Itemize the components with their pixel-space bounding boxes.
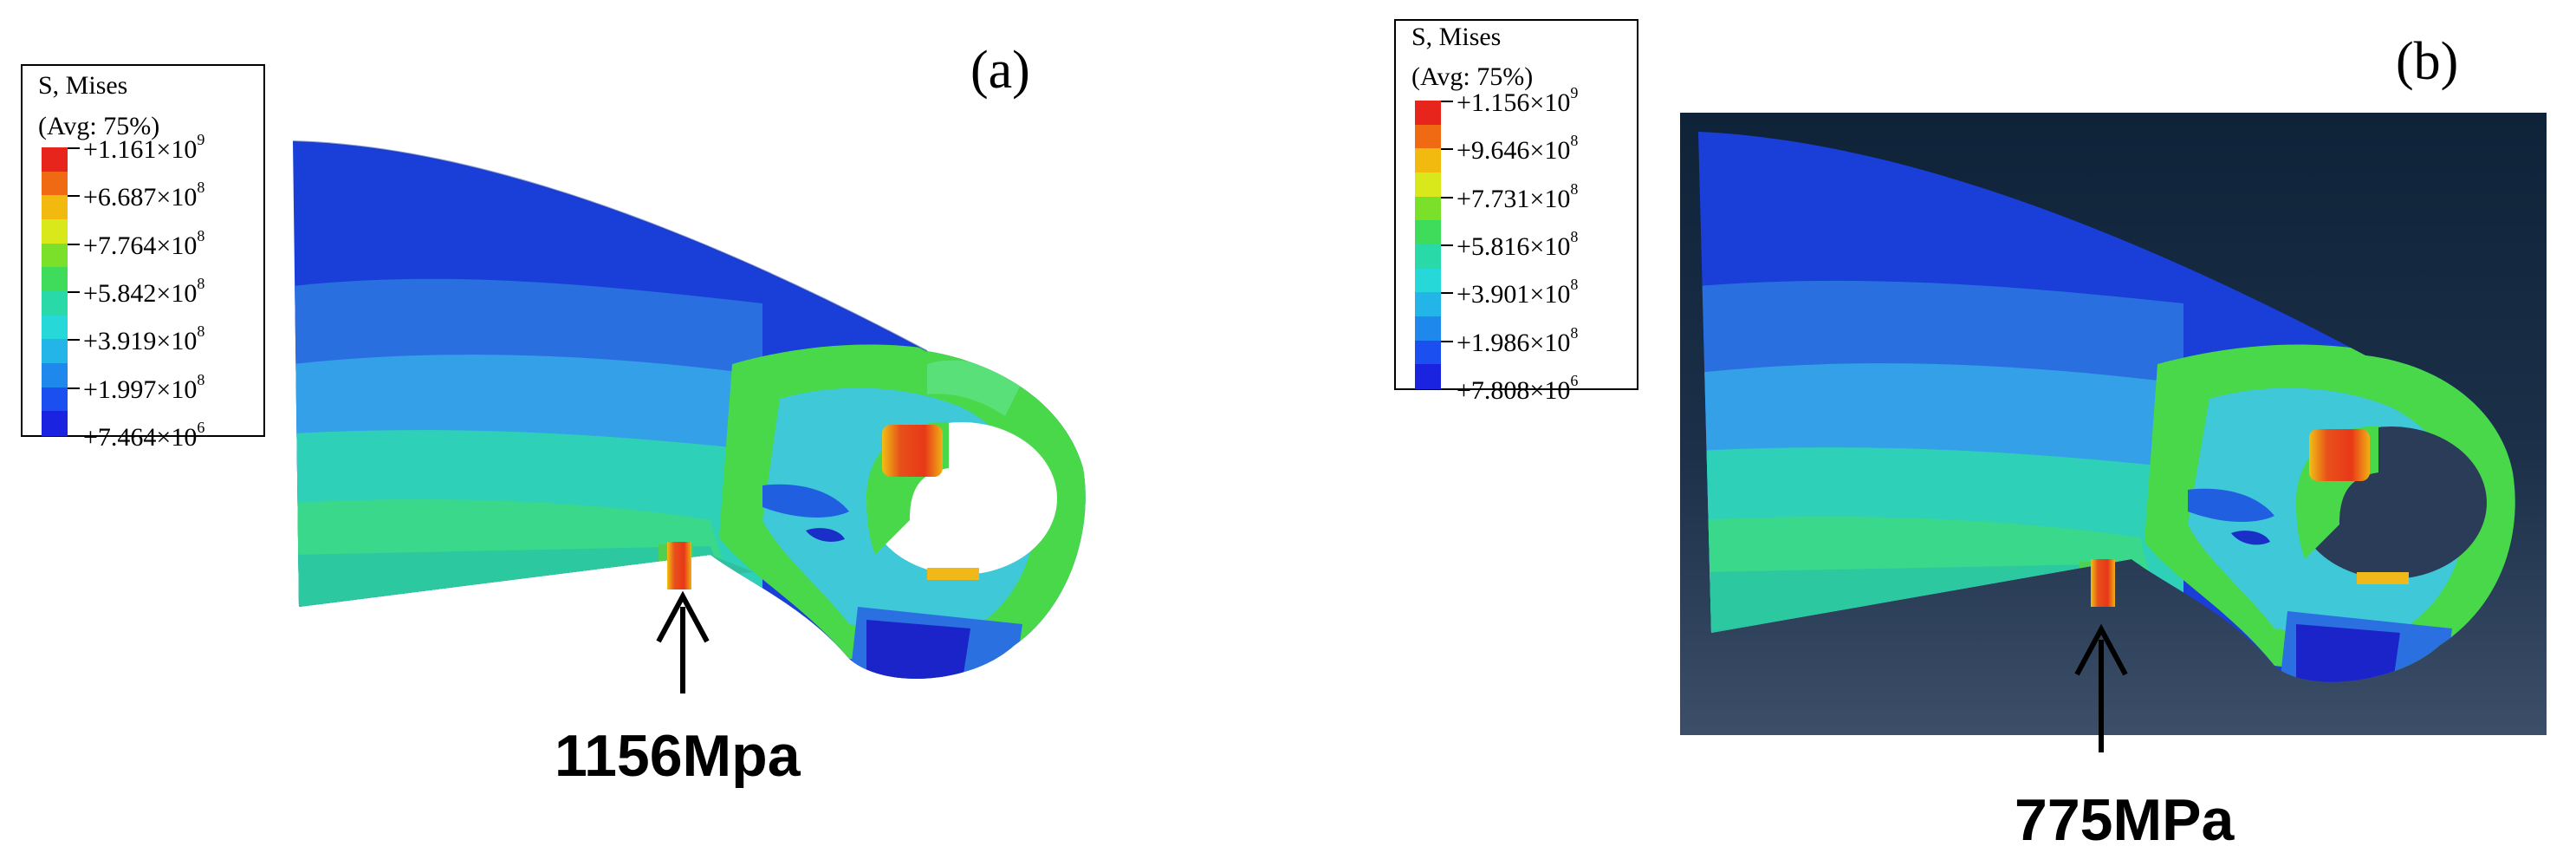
legend-value-mantissa: +5.842×10 (83, 279, 198, 309)
legend-value-mantissa: +3.901×10 (1457, 280, 1571, 309)
legend-value-mantissa: +6.687×10 (83, 183, 198, 212)
panel-label-b: (b) (2396, 32, 2459, 91)
legend-tick (1441, 340, 1453, 342)
legend-value-mantissa: +7.731×10 (1457, 184, 1571, 213)
legend-value-exponent: 8 (1570, 228, 1579, 246)
legend-swatch (1415, 364, 1441, 389)
legend-swatch (42, 267, 68, 292)
legend-swatch (1415, 101, 1441, 126)
legend-tick (68, 339, 80, 342)
legend-value: +7.764×108 (83, 228, 204, 260)
stress-annotation-a: 1156Mpa (555, 723, 801, 789)
legend-swatch (42, 315, 68, 340)
stress-annotation-b: 775MPa (2015, 787, 2235, 853)
legend-swatch (1415, 148, 1441, 173)
legend-swatch (42, 291, 68, 316)
legend-swatch (42, 147, 68, 173)
legend-value-mantissa: +5.816×10 (1457, 232, 1571, 262)
legend-value: +7.808×106 (1457, 373, 1578, 406)
legend-swatch (1415, 124, 1441, 149)
legend-value-exponent: 8 (197, 179, 205, 197)
panel-a: S, Mises (Avg: 75%) +1.161×109 +6.687×108… (0, 0, 1282, 866)
legend-value-exponent: 9 (197, 131, 205, 148)
legend-value-exponent: 8 (197, 275, 205, 293)
legend-value: +1.986×108 (1457, 325, 1578, 357)
legend-value: +3.901×108 (1457, 277, 1578, 309)
legend-value: +3.919×108 (83, 323, 204, 356)
legend-value: +5.842×108 (83, 276, 204, 309)
legend-swatch (1415, 292, 1441, 317)
part-render-b (1698, 132, 2515, 752)
legend-title: S, Mises (38, 71, 128, 100)
legend-value-mantissa: +7.808×10 (1457, 376, 1571, 406)
legend-value: +1.156×109 (1457, 85, 1578, 117)
legend-value-exponent: 8 (1570, 323, 1579, 342)
legend-value: +7.731×108 (1457, 181, 1578, 213)
legend-swatch (1415, 268, 1441, 293)
legend-value-mantissa: +7.764×10 (83, 231, 198, 260)
legend-title: S, Mises (1411, 23, 1502, 51)
legend-value: +1.161×109 (83, 132, 204, 164)
legend-tick (1441, 196, 1453, 199)
legend-value-exponent: 8 (197, 322, 205, 341)
legend-value-exponent: 8 (197, 226, 205, 244)
legend-swatch (42, 219, 68, 244)
legend-value-exponent: 8 (197, 370, 205, 388)
legend-swatch (1415, 340, 1441, 365)
legend-subtitle: (Avg: 75%) (1411, 62, 1534, 91)
legend-value-exponent: 8 (1570, 132, 1579, 150)
legend-swatch (42, 387, 68, 412)
legend-value-exponent: 6 (197, 419, 205, 437)
legend-value: +7.464×106 (83, 420, 204, 453)
panel-label-a: (a) (970, 41, 1030, 100)
legend-value-exponent: 8 (1570, 179, 1579, 198)
legend-tick (68, 435, 80, 438)
legend-value-mantissa: +1.997×10 (83, 374, 198, 404)
legend-value-mantissa: +9.646×10 (1457, 136, 1571, 166)
legend-swatch (42, 411, 68, 436)
legend-swatch (1415, 316, 1441, 342)
legend-value: +9.646×108 (1457, 133, 1578, 166)
legend-value: +6.687×108 (83, 179, 204, 212)
legend-tick (68, 243, 80, 245)
legend-tick (1441, 292, 1453, 295)
legend-swatch (42, 243, 68, 268)
legend-value-mantissa: +1.986×10 (1457, 328, 1571, 357)
legend-value-exponent: 9 (1570, 84, 1579, 101)
legend-a: S, Mises (Avg: 75%) +1.161×109 +6.687×108… (21, 64, 265, 451)
legend-value-mantissa: +1.161×10 (83, 135, 198, 164)
legend-tick (68, 387, 80, 389)
legend-value-exponent: 8 (1570, 276, 1579, 294)
legend-swatch (42, 171, 68, 196)
legend-tick (68, 195, 80, 198)
legend-swatch (42, 195, 68, 220)
legend-tick (68, 147, 80, 149)
legend-b: S, Mises (Avg: 75%) +1.156×109 +9.646×108… (1394, 19, 1638, 404)
legend-swatch (1415, 173, 1441, 198)
legend-value-exponent: 6 (1570, 372, 1579, 390)
legend-tick (1441, 388, 1453, 391)
legend-tick (68, 291, 80, 294)
legend-swatch (42, 363, 68, 388)
legend-subtitle: (Avg: 75%) (38, 112, 160, 140)
legend-value: +1.997×108 (83, 372, 204, 404)
legend-value-mantissa: +3.919×10 (83, 327, 198, 356)
legend-swatch (1415, 196, 1441, 221)
part-render-a (292, 140, 1086, 693)
legend-value-mantissa: +7.464×10 (83, 423, 198, 453)
legend-swatch (1415, 244, 1441, 270)
legend-swatch (42, 339, 68, 364)
legend-value: +5.816×108 (1457, 229, 1578, 262)
legend-tick (1441, 148, 1453, 151)
legend-tick (1441, 101, 1453, 102)
legend-value-mantissa: +1.156×10 (1457, 88, 1571, 117)
legend-swatch (1415, 220, 1441, 245)
legend-tick (1441, 244, 1453, 247)
